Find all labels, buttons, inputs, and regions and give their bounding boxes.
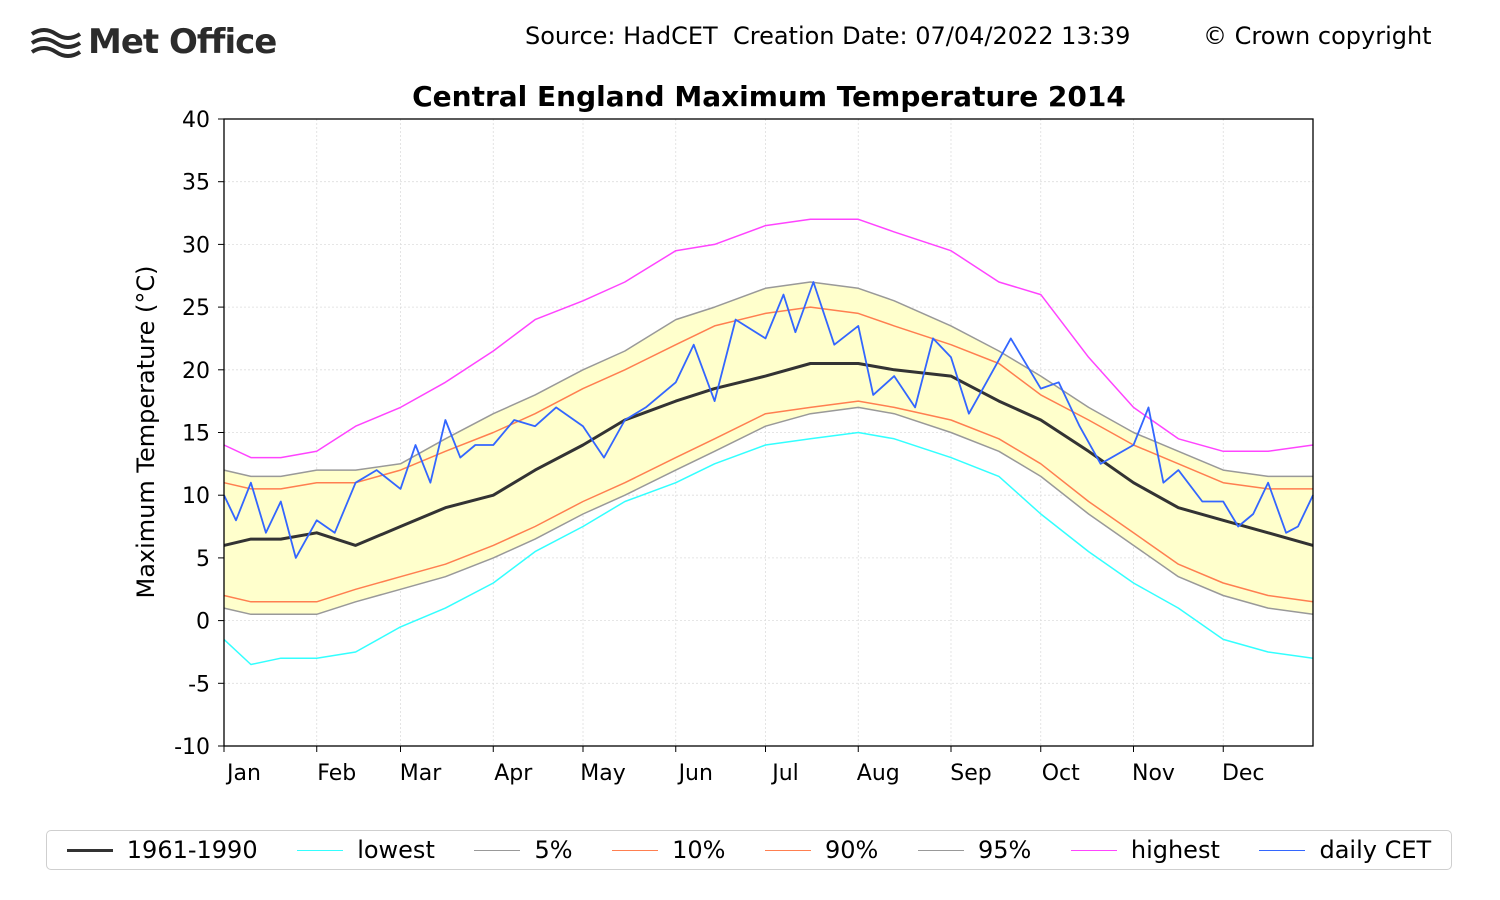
y-tick-label: 40 <box>182 108 210 133</box>
plot-frame <box>223 118 1314 747</box>
y-tick-label: 30 <box>182 233 210 258</box>
legend-item: 5% <box>474 836 573 864</box>
legend-swatch <box>612 849 659 851</box>
x-tick-label: Jan <box>225 761 261 786</box>
series-lines <box>223 218 1314 666</box>
legend-label: 95% <box>977 836 1032 864</box>
y-tick-label: 35 <box>182 171 210 196</box>
y-tick-label: 0 <box>196 610 210 635</box>
series-lowest <box>223 431 1314 666</box>
legend-item: 1961-1990 <box>66 836 258 864</box>
y-tick-label: 15 <box>182 422 210 447</box>
x-tick-label: Feb <box>317 761 356 786</box>
legend-swatch <box>1070 849 1117 851</box>
legend-label: 1961-1990 <box>126 836 258 864</box>
copyright: © Crown copyright <box>1203 22 1432 50</box>
axes: -10 -5 0 5 10 15 20 25 30 35 40 Jan Feb Mar Apr May Jun J… <box>174 108 1314 786</box>
legend-label: daily CET <box>1319 836 1432 864</box>
x-tick-label: Oct <box>1042 761 1080 786</box>
met-office-logo: Met Office <box>30 22 277 62</box>
legend-label: 5% <box>534 836 573 864</box>
x-tick-label: Sep <box>950 761 991 786</box>
series-highest <box>223 218 1314 459</box>
series-95- <box>223 281 1313 478</box>
legend-item: lowest <box>297 836 435 864</box>
x-tick-label: Aug <box>857 761 900 786</box>
grid <box>223 118 1313 747</box>
legend-item: 10% <box>612 836 725 864</box>
y-tick-label: 10 <box>182 484 210 509</box>
legend-label: 90% <box>825 836 879 864</box>
legend-item: highest <box>1070 836 1220 864</box>
legend-item: daily CET <box>1259 836 1431 864</box>
legend-label: highest <box>1130 836 1220 864</box>
x-tick-label: Nov <box>1132 761 1175 786</box>
legend-swatch <box>297 849 344 851</box>
legend-swatch <box>474 849 521 851</box>
legend-label: lowest <box>357 836 435 864</box>
legend-label: 10% <box>672 836 726 864</box>
y-tick-label: 20 <box>182 359 210 384</box>
legend-swatch <box>1259 849 1306 851</box>
legend-item: 95% <box>917 836 1032 864</box>
y-axis-label: Maximum Temperature (°C) <box>132 265 160 598</box>
source-info: Source: HadCET Creation Date: 07/04/2022… <box>525 22 1131 50</box>
x-tick-label: Dec <box>1222 761 1265 786</box>
legend-item: 90% <box>765 836 878 864</box>
y-tick-label: 25 <box>182 296 210 321</box>
legend-swatch <box>66 848 113 852</box>
series-daily-cet <box>223 281 1314 559</box>
series-90- <box>223 306 1313 490</box>
legend-swatch <box>917 849 964 851</box>
met-office-wave-icon <box>30 28 82 58</box>
legend-swatch <box>765 849 812 851</box>
series-1961-1990 <box>223 362 1314 547</box>
x-tick-label: May <box>580 761 625 786</box>
x-tick-label: Mar <box>400 761 442 786</box>
percentile-band <box>224 282 1313 615</box>
x-tick-label: Apr <box>494 761 533 786</box>
y-tick-label: -5 <box>188 672 210 697</box>
logo-text: Met Office <box>88 22 277 62</box>
band-5-95 <box>224 282 1313 615</box>
chart-svg: Central England Maximum Temperature 2014… <box>132 80 1314 786</box>
chart-title: Central England Maximum Temperature 2014 <box>412 80 1126 113</box>
x-tick-label: Jun <box>677 761 713 786</box>
y-tick-label: -10 <box>174 735 210 760</box>
legend: 1961-1990 lowest 5% 10% 90% 95% highest daily C… <box>46 830 1452 870</box>
x-tick-label: Jul <box>770 761 799 786</box>
y-tick-label: 5 <box>196 547 210 572</box>
series-10- <box>223 400 1314 603</box>
series-5- <box>223 406 1314 616</box>
